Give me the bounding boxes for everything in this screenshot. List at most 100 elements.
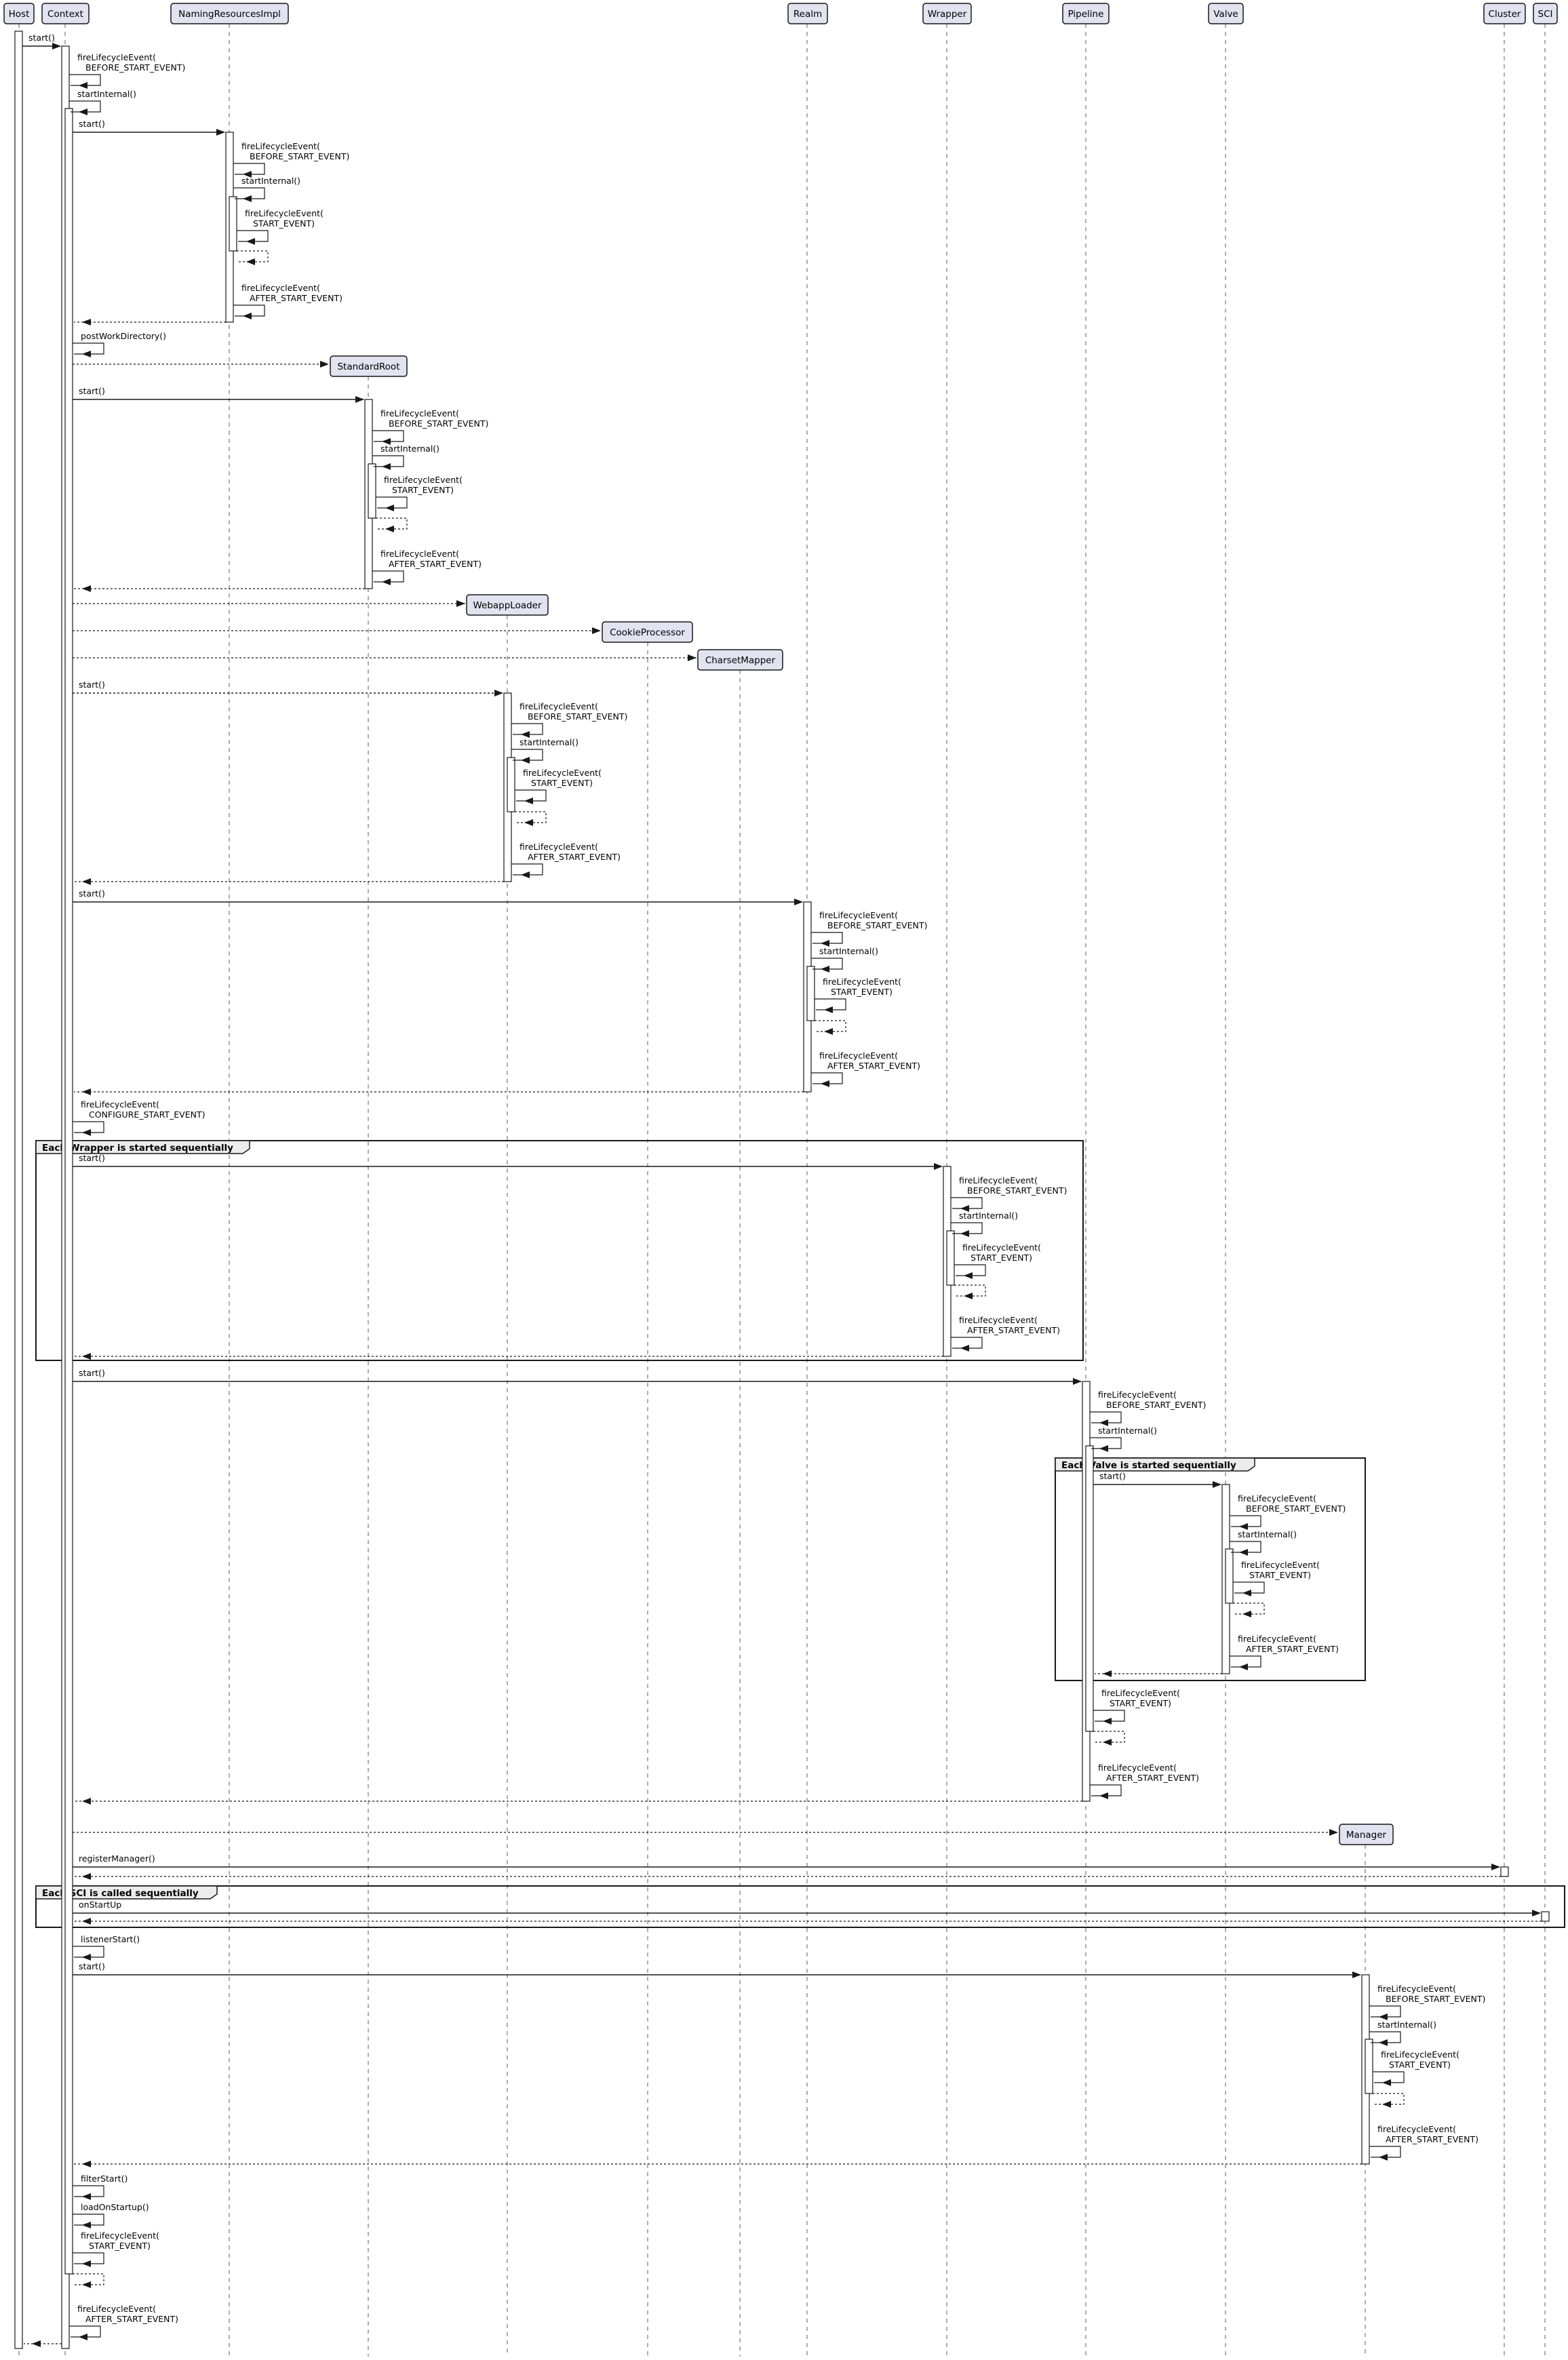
arrowhead-icon: [1099, 1419, 1108, 1426]
self-label-32-1: fireLifecycleEvent(: [81, 1099, 159, 1109]
frame-tab-sci-frame: [35, 1885, 218, 1900]
arrowhead-icon: [1379, 2154, 1388, 2161]
activation-wrapper-12: [946, 1230, 955, 1286]
arrowhead-icon: [1239, 1664, 1248, 1670]
self-label-30-1: fireLifecycleEvent(: [819, 1050, 898, 1061]
self-label-20: startInternal(): [520, 737, 579, 747]
self-label-44-1: fireLifecycleEvent(: [1238, 1493, 1316, 1503]
arrowhead-icon: [1532, 1910, 1541, 1916]
arrowhead-icon: [1379, 2013, 1388, 2020]
arrowhead-icon: [1213, 1481, 1221, 1488]
self-label-44-2: BEFORE_START_EVENT): [1246, 1503, 1346, 1514]
arrowhead-icon: [320, 361, 329, 368]
self-label-62-1: fireLifecycleEvent(: [1381, 2049, 1459, 2060]
self-label-67: loadOnStartup(): [81, 2202, 149, 2212]
participant-box-cluster: [1483, 3, 1526, 24]
self-label-34-1: fireLifecycleEvent(: [959, 1175, 1038, 1185]
arrowhead-icon: [246, 238, 255, 245]
arrowhead-icon: [964, 1272, 973, 1279]
self-label-28-1: fireLifecycleEvent(: [823, 977, 901, 987]
arrowhead-icon: [688, 654, 697, 661]
arrowhead-icon: [524, 819, 533, 826]
self-label-36-2: START_EVENT): [971, 1253, 1032, 1263]
arrowhead-icon: [82, 1353, 91, 1360]
arrowhead-icon: [524, 798, 533, 804]
arrowhead-icon: [243, 195, 252, 202]
arrowhead-icon: [82, 1954, 91, 1961]
activation-host-0: [14, 31, 23, 2349]
arrowhead-icon: [82, 2260, 91, 2267]
arrowhead-icon: [82, 351, 91, 357]
self-label-48-2: AFTER_START_EVENT): [1246, 1644, 1339, 1654]
self-label-58: listenerStart(): [81, 1934, 140, 1944]
participant-label-cookieprocessor: CookieProcessor: [610, 627, 685, 638]
self-label-27: startInternal(): [819, 946, 878, 956]
self-label-34-2: BEFORE_START_EVENT): [967, 1185, 1067, 1196]
activation-valve-16: [1225, 1548, 1234, 1604]
activation-standardroot-6: [368, 463, 376, 519]
arrowhead-icon: [82, 1088, 91, 1095]
arrowhead-icon: [82, 2222, 91, 2228]
arrowhead-icon: [1379, 2039, 1388, 2046]
self-label-2: startInternal(): [77, 89, 136, 99]
self-label-50-1: fireLifecycleEvent(: [1101, 1688, 1180, 1698]
arrowhead-icon: [382, 438, 391, 445]
message-label-59: start(): [79, 1961, 105, 1971]
participant-label-wrapper: Wrapper: [928, 9, 967, 20]
self-label-4-1: fireLifecycleEvent(: [241, 141, 320, 151]
self-label-32-2: CONFIGURE_START_EVENT): [89, 1109, 205, 1120]
arrowhead-icon: [821, 1080, 829, 1087]
arrowhead-icon: [52, 43, 61, 50]
self-label-36-1: fireLifecycleEvent(: [962, 1242, 1041, 1253]
self-label-46-2: START_EVENT): [1249, 1570, 1311, 1580]
participant-box-cookieprocessor: [602, 621, 693, 643]
activation-context-2: [64, 108, 73, 2275]
arrowhead-icon: [216, 129, 225, 136]
message-label-25: start(): [79, 888, 105, 899]
arrowhead-icon: [246, 258, 255, 265]
message-label-43: start(): [1099, 1471, 1126, 1481]
arrowhead-icon: [1329, 1829, 1338, 1836]
self-label-23-1: fireLifecycleEvent(: [520, 842, 598, 852]
arrowhead-icon: [1352, 1971, 1361, 1978]
arrowhead-icon: [521, 871, 530, 878]
self-label-16-1: fireLifecycleEvent(: [380, 549, 459, 559]
arrowhead-icon: [243, 171, 252, 178]
self-label-38-1: fireLifecycleEvent(: [959, 1315, 1038, 1325]
arrowhead-icon: [960, 1230, 969, 1237]
arrowhead-icon: [824, 1028, 833, 1035]
self-label-23-2: AFTER_START_EVENT): [528, 852, 621, 862]
participant-box-standardroot: [330, 355, 408, 377]
participant-label-nri: NamingResourcesImpl: [178, 9, 281, 20]
self-label-70-1: fireLifecycleEvent(: [77, 2304, 156, 2314]
self-label-62-2: START_EVENT): [1389, 2060, 1451, 2070]
self-label-41-1: fireLifecycleEvent(: [1098, 1390, 1177, 1400]
self-label-8-2: AFTER_START_EVENT): [250, 293, 342, 303]
arrowhead-icon: [821, 940, 829, 947]
frame-tab-valve-frame: [1055, 1457, 1255, 1472]
arrowhead-icon: [1099, 1445, 1108, 1452]
self-label-48-1: fireLifecycleEvent(: [1238, 1634, 1316, 1644]
self-label-66: filterStart(): [81, 2174, 128, 2184]
participant-box-realm: [787, 3, 828, 24]
self-label-64-2: AFTER_START_EVENT): [1386, 2134, 1478, 2144]
participant-label-host: Host: [9, 9, 30, 20]
arrowhead-icon: [355, 396, 364, 403]
arrowhead-icon: [960, 1205, 969, 1212]
arrowhead-icon: [1099, 1792, 1108, 1799]
frame-sci-frame: [35, 1885, 1565, 1928]
activation-pipeline-14: [1085, 1445, 1094, 1732]
self-label-26-1: fireLifecycleEvent(: [819, 910, 898, 920]
participant-label-webapploader: WebappLoader: [473, 600, 542, 611]
participant-box-manager: [1339, 1824, 1394, 1845]
arrowhead-icon: [592, 627, 601, 634]
participant-label-manager: Manager: [1346, 1830, 1387, 1841]
message-label-18: start(): [79, 680, 105, 690]
message-label-33: start(): [79, 1153, 105, 1163]
arrowhead-icon: [385, 505, 394, 511]
arrowhead-icon: [794, 899, 803, 905]
arrowhead-icon: [382, 578, 391, 585]
